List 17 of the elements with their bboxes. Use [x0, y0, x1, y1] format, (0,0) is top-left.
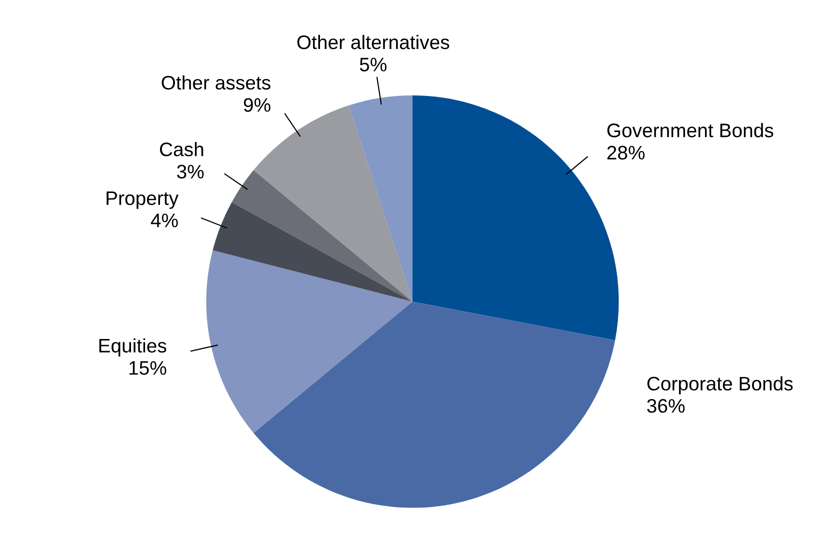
slice-label: Other assets	[162, 75, 270, 90]
data-label: 28%	[607, 146, 645, 160]
slice-label: Cash	[160, 142, 204, 156]
data-label: 36%	[647, 399, 685, 413]
slice-label: Other alternatives	[297, 34, 450, 50]
pie-slice	[232, 170, 412, 302]
pie-slice	[254, 302, 616, 508]
data-label: 9%	[244, 98, 270, 112]
slice-label: Corporate Bonds	[647, 376, 793, 394]
slice-label: Equities	[99, 338, 166, 356]
data-label: 15%	[130, 361, 166, 375]
data-label: 4%	[150, 214, 178, 228]
data-label: 3%	[177, 164, 204, 179]
slice-label: Property	[106, 192, 179, 209]
data-label: 5%	[360, 58, 386, 72]
pie-slice	[212, 202, 412, 302]
slice-label: Government Bonds	[607, 123, 774, 138]
